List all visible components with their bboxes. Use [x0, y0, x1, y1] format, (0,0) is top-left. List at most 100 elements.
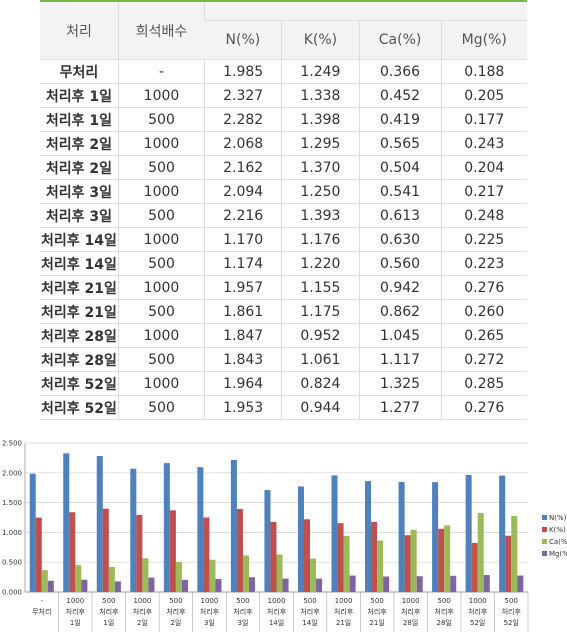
table-row: 처리후 3일 1000 2.094 1.250 0.541 0.217: [40, 179, 527, 204]
bar: [310, 558, 317, 592]
legend-label: Ca(%): [549, 538, 567, 546]
bar: [438, 528, 445, 592]
table-cell: 0.204: [440, 155, 527, 180]
legend-label: K(%): [549, 526, 566, 534]
table-row: 처리후 14일 1000 1.170 1.176 0.630 0.225: [40, 227, 527, 252]
bar: [377, 540, 384, 592]
table-row: 처리후 21일 500 1.861 1.175 0.862 0.260: [40, 299, 527, 324]
header-cell: N(%): [204, 20, 282, 60]
table-cell: 0.260: [440, 299, 527, 324]
table-cell: 처리후 3일: [40, 179, 119, 204]
x-tick-label: 무처리: [32, 607, 51, 616]
x-tick-label: 처리후: [233, 607, 253, 616]
bar: [276, 554, 283, 592]
x-tick-label: 1000: [402, 597, 420, 605]
bar: [41, 570, 48, 592]
x-tick-label: 1000: [133, 597, 151, 605]
table-cell: 0.942: [358, 275, 442, 300]
table-cell: 0.225: [440, 227, 527, 252]
table-cell: 2.282: [203, 107, 282, 132]
bar: [35, 517, 42, 592]
x-tick-label: 3일: [238, 618, 249, 627]
bar: [365, 481, 372, 592]
table-cell: 처리후 21일: [40, 299, 119, 324]
bar: [215, 579, 222, 592]
table-row: 처리후 1일 1000 2.327 1.338 0.452 0.205: [40, 83, 527, 108]
table-cell: 1.295: [281, 131, 360, 156]
x-tick-label: 500: [169, 597, 182, 605]
table-cell: 1.277: [358, 395, 442, 420]
table-cell: 1.370: [281, 155, 360, 180]
x-tick-label: 처리후: [99, 607, 119, 616]
bar: [316, 578, 323, 592]
x-tick-label: 14일: [269, 618, 284, 627]
table-cell: 0.265: [440, 323, 527, 348]
bar: [303, 519, 311, 592]
bar: [142, 558, 149, 592]
table-cell: 1.325: [358, 371, 442, 396]
x-tick-label: 처리후: [200, 607, 220, 616]
header-cell: K(%): [281, 20, 360, 60]
x-tick-label: 28일: [436, 618, 451, 627]
table-cell: 1.338: [281, 83, 360, 108]
x-tick-label: 2일: [137, 618, 148, 627]
table-cell: 처리후 2일: [40, 155, 119, 180]
header-cell: 처리: [40, 0, 119, 60]
x-tick-label: 처리후: [435, 607, 455, 616]
table-cell: 500: [118, 251, 205, 276]
y-tick-label: 0.500: [2, 559, 22, 567]
x-tick-label: 처리후: [401, 607, 421, 616]
header-cell: 희석배수: [118, 0, 205, 60]
x-tick-label: 500: [236, 597, 249, 605]
table-row: 처리후 3일 500 2.216 1.393 0.613 0.248: [40, 203, 527, 228]
bar: [96, 455, 103, 592]
bar: [383, 576, 390, 592]
table-cell: 처리후 1일: [40, 83, 119, 108]
table-cell: 2.068: [203, 131, 282, 156]
table-cell: 0.419: [358, 107, 442, 132]
bar: [114, 581, 121, 592]
bar: [471, 542, 478, 592]
x-tick-label: 1000: [469, 597, 487, 605]
table-cell: 0.285: [440, 371, 527, 396]
table-cell: 0.565: [358, 131, 442, 156]
x-tick-label: 1000: [201, 597, 219, 605]
table-cell: 0.243: [440, 131, 527, 156]
bar: [47, 580, 54, 592]
x-tick-label: 처리후: [133, 607, 153, 616]
table-cell: 0.177: [440, 107, 527, 132]
table-cell: 처리후 21일: [40, 275, 119, 300]
table-cell: 2.327: [203, 83, 282, 108]
table-row: 처리후 2일 500 2.162 1.370 0.504 0.204: [40, 155, 527, 180]
bar: [81, 579, 88, 592]
legend-swatch: [542, 527, 547, 532]
table-cell: 1.393: [281, 203, 360, 228]
table-row: 처리후 1일 500 2.282 1.398 0.419 0.177: [40, 107, 527, 132]
bar: [349, 575, 356, 592]
x-tick-label: 14일: [302, 618, 317, 627]
table-row: 처리후 28일 500 1.843 1.061 1.117 0.272: [40, 347, 527, 372]
table-cell: 처리후 3일: [40, 203, 119, 228]
bar: [465, 474, 472, 592]
table-cell: 0.205: [440, 83, 527, 108]
legend-label: Mg(%): [549, 550, 567, 558]
bar: [75, 565, 82, 592]
x-tick-label: 500: [437, 597, 450, 605]
bar: [69, 512, 76, 592]
table-cell: 처리후 2일: [40, 131, 119, 156]
x-tick-label: 500: [102, 597, 115, 605]
x-tick-label: 52일: [504, 618, 519, 627]
x-tick-label: 1000: [66, 597, 84, 605]
bar: [343, 535, 350, 592]
table-cell: 0.824: [281, 371, 360, 396]
table-cell: 1.117: [358, 347, 442, 372]
table-cell: 0.560: [358, 251, 442, 276]
table-cell: 1000: [118, 275, 205, 300]
table-cell: 0.248: [440, 203, 527, 228]
table-cell: 1.985: [203, 59, 282, 84]
x-tick-label: 21일: [336, 618, 351, 627]
bar: [477, 513, 484, 592]
table-cell: 0.504: [358, 155, 442, 180]
bar: [499, 475, 506, 592]
x-tick-label: 1일: [103, 618, 114, 627]
